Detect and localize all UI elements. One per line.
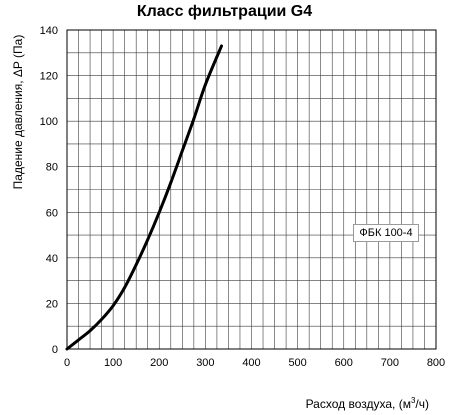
x-tick-label: 400: [242, 357, 260, 369]
x-tick-label: 800: [427, 357, 445, 369]
x-tick-label: 600: [335, 357, 353, 369]
y-tick-label: 100: [40, 116, 58, 128]
legend: ФБК 100-4: [353, 224, 419, 242]
y-tick-label: 120: [40, 71, 58, 83]
chart-title: Класс фильтрации G4: [136, 3, 313, 20]
y-tick-label: 20: [46, 298, 58, 310]
x-tick-label: 500: [288, 357, 306, 369]
plot-border: [66, 29, 437, 350]
grid: [66, 29, 437, 350]
y-tick-label: 0: [52, 344, 58, 356]
series-group: [65, 44, 224, 351]
legend-label: ФБК 100-4: [359, 227, 413, 239]
x-axis-label: Расход воздуха, (м3/ч): [306, 396, 429, 411]
series-line: [65, 44, 224, 351]
x-axis-label-unit: /ч): [415, 397, 429, 411]
x-tick-label: 200: [150, 357, 168, 369]
x-tick-label: 300: [196, 357, 214, 369]
y-tick-label: 80: [46, 162, 58, 174]
x-tick-label: 100: [104, 357, 122, 369]
x-tick-labels: 0 100 200 300 400 500 600 700 800: [64, 357, 445, 369]
y-tick-label: 140: [40, 25, 58, 37]
x-tick-label: 700: [381, 357, 399, 369]
x-axis-label-main: Расход воздуха, (м: [305, 397, 411, 411]
y-tick-label: 60: [46, 207, 58, 219]
y-tick-label: 40: [46, 253, 58, 265]
y-tick-labels: 0 20 40 60 80 100 120 140: [40, 25, 58, 356]
x-tick-label: 0: [64, 357, 70, 369]
x-axis-label-superscript: 3: [410, 396, 416, 405]
